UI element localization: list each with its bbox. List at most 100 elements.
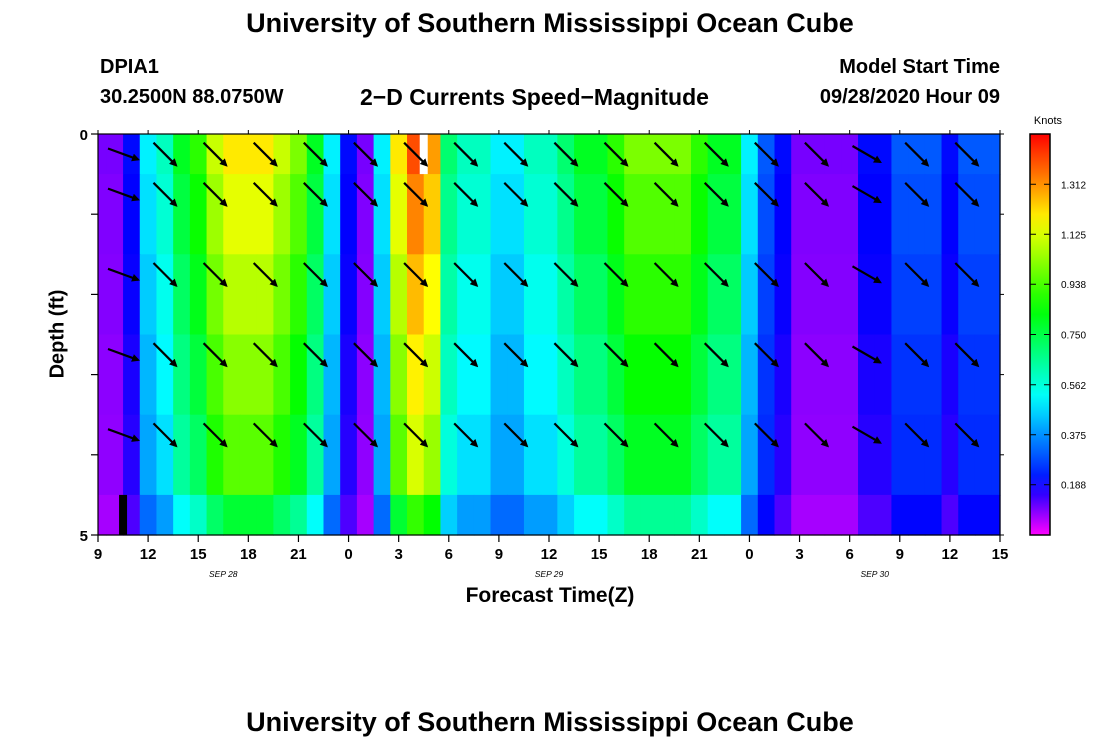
heatmap-cell [741,254,759,336]
heatmap-cell [540,414,558,496]
heatmap-cell [924,134,943,175]
heatmap-cell [106,254,124,336]
current-arrow [107,147,140,162]
heatmap-cell [707,174,725,255]
heatmap-cell [407,174,425,255]
heatmap-cell [874,254,893,336]
heatmap-cell [674,414,692,496]
heatmap-cell [891,334,909,416]
heatmap-cell [139,494,158,536]
heatmap-cell [741,494,759,536]
heatmap-cell [256,254,274,336]
current-arrow [754,182,779,207]
heatmap-cell [223,494,241,536]
heatmap-cell [624,414,642,496]
heatmap-cell [824,174,842,255]
heatmap-cell [757,414,776,496]
heatmap-cell [924,254,943,336]
heatmap-cell [457,334,475,416]
heatmap-cell [356,254,375,336]
heatmap-cell [958,414,976,496]
current-arrow [851,145,882,164]
current-arrow [152,342,178,368]
current-arrow [754,141,779,167]
heatmap-cell [290,254,308,336]
heatmap-cell [123,494,141,536]
colorbar-tick-label: 0.938 [1061,280,1086,291]
current-arrow [703,262,729,288]
current-arrow [303,422,328,448]
heatmap-cell [624,174,642,255]
current-arrow [804,262,830,288]
colorbar-tick-label: 0.375 [1061,431,1086,442]
heatmap-cell [574,334,592,416]
heatmap-cell [490,494,508,536]
heatmap-cell [807,414,826,496]
heatmap-cell [624,334,642,416]
heatmap-cell [824,494,842,536]
heatmap-cell [340,254,358,336]
heatmap-cell [941,254,959,336]
heatmap-cell [824,254,842,336]
heatmap-cell [206,174,224,255]
current-arrow [503,422,529,448]
x-tick-label: 12 [140,546,157,563]
heatmap-cell [724,414,742,496]
heatmap-cell [390,134,408,175]
heatmap-cell [189,134,208,175]
heatmap-cell [390,254,408,336]
heatmap-cell [373,334,391,416]
heatmap-cell [924,414,943,496]
heatmap-cell [757,174,776,255]
heatmap-cell [574,494,592,536]
x-tick-label: 9 [495,546,503,563]
current-arrow [403,422,429,448]
heatmap-cell [690,134,709,175]
heatmap-cell [290,174,308,255]
current-arrow [954,141,980,167]
heatmap-cell [440,414,458,496]
heatmap-cell [507,174,525,255]
heatmap-cell [640,174,659,255]
heatmap-cell [774,174,792,255]
heatmap-cell [690,254,709,336]
current-arrow [603,141,629,167]
current-arrow [804,342,830,368]
heatmap-cell [657,494,675,536]
current-arrow [453,182,479,207]
current-arrow [904,422,930,448]
heatmap-cell [874,494,893,536]
heatmap-cell [924,334,943,416]
current-arrow [653,141,679,167]
heatmap-cell [440,494,458,536]
y-axis-label: Depth (ft) [46,289,69,379]
date-label: SEP 30 [860,569,889,579]
x-tick-label: 21 [691,546,708,563]
colorbar-tick-label: 0.562 [1061,381,1086,392]
heatmap-cell [356,174,375,255]
heatmap-cell [490,174,508,255]
heatmap-cell [306,494,325,536]
heatmap-cell [590,134,609,175]
heatmap-cell [290,414,308,496]
heatmap-cell [674,134,692,175]
current-arrow [804,422,830,448]
heatmap-cell [974,334,993,416]
colorbar-label: Knots [1034,115,1063,127]
heatmap-cell [974,414,993,496]
heatmap-cell [891,494,909,536]
heatmap-cell [924,494,943,536]
heatmap-cell [239,254,258,336]
heatmap-cell [340,334,358,416]
heatmap-cell [356,334,375,416]
heatmap-cell [624,134,642,175]
heatmap-cell [98,174,107,255]
heatmap-cell [340,414,358,496]
heatmap-cell [490,414,508,496]
colorbar-tick-label: 0.750 [1061,331,1086,342]
heatmap-cell [473,254,492,336]
current-arrow [754,262,779,288]
heatmap-cell [173,134,191,175]
heatmap-cell [473,494,492,536]
heatmap-cell [306,414,325,496]
